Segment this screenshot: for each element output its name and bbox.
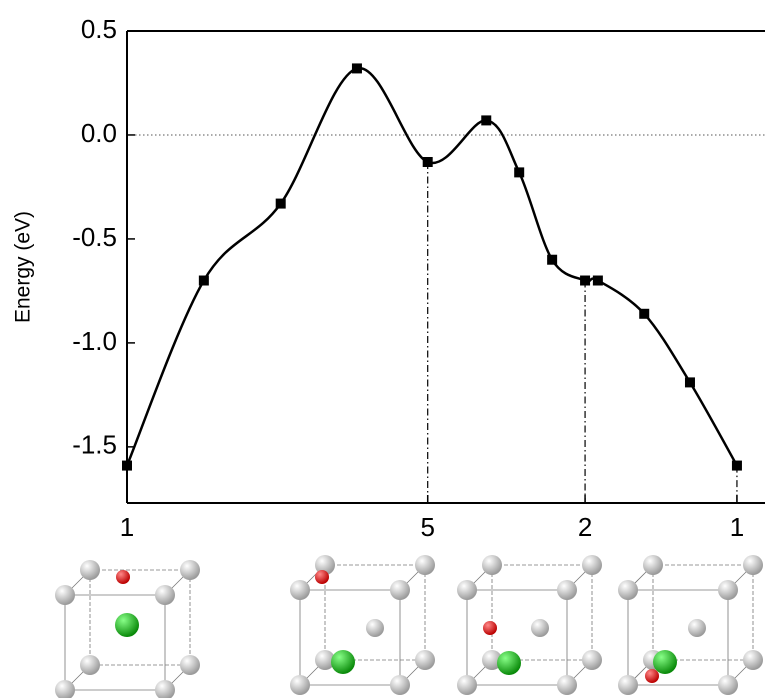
atom (482, 555, 502, 575)
atom (415, 555, 435, 575)
point (593, 276, 603, 286)
y-axis-label: Energy (eV) (12, 211, 35, 323)
point (514, 167, 524, 177)
point (580, 276, 590, 286)
atom (557, 580, 577, 600)
cell-edge (90, 570, 190, 665)
atom (415, 650, 435, 670)
point (276, 199, 286, 209)
atom (155, 585, 175, 605)
cell-edge (628, 590, 728, 685)
atom (290, 675, 310, 695)
atom (290, 580, 310, 600)
x-tick-label: 1 (120, 512, 134, 542)
atom (55, 585, 75, 605)
atom (743, 650, 763, 670)
cell-edge (492, 565, 592, 660)
atom (497, 651, 521, 675)
y-tick-label: -0.5 (72, 222, 117, 252)
crystal-structures (55, 555, 763, 698)
point (547, 255, 557, 265)
atom (531, 619, 549, 637)
atom (180, 560, 200, 580)
atom (643, 555, 663, 575)
point (122, 461, 132, 471)
atom (315, 570, 329, 584)
point (481, 115, 491, 125)
atom (390, 675, 410, 695)
cell-edge (65, 595, 165, 690)
atom (582, 555, 602, 575)
atom (457, 675, 477, 695)
atom (653, 650, 677, 674)
atom (390, 580, 410, 600)
atom (645, 669, 659, 683)
y-tick-label: -1.5 (72, 430, 117, 460)
atom (366, 619, 384, 637)
atom (718, 675, 738, 695)
x-tick-label: 5 (420, 512, 434, 542)
x-tick-label: 2 (578, 512, 592, 542)
y-tick-label: 0.0 (81, 118, 117, 148)
atom (483, 621, 497, 635)
point (639, 309, 649, 319)
y-tick-label: -1.0 (72, 326, 117, 356)
atom (688, 619, 706, 637)
atom (618, 675, 638, 695)
atom (180, 655, 200, 675)
atom (116, 570, 130, 584)
atom (80, 655, 100, 675)
point (423, 157, 433, 167)
atom (743, 555, 763, 575)
chart: Energy (eV) 0.5 0.0 -0.5 -1.0 -1.5 1 5 2 1 (0, 0, 765, 698)
line (127, 68, 737, 466)
atom (115, 613, 139, 637)
point (199, 276, 209, 286)
cell-edge (325, 565, 425, 660)
atom (582, 650, 602, 670)
atom (457, 580, 477, 600)
y-tick-label: 0.5 (81, 14, 117, 44)
atom (618, 580, 638, 600)
point (685, 377, 695, 387)
atom (331, 650, 355, 674)
cell-edge (653, 565, 753, 660)
atom (557, 675, 577, 695)
atom (718, 580, 738, 600)
atom (80, 560, 100, 580)
point (732, 461, 742, 471)
point (352, 63, 362, 73)
x-tick-label: 1 (730, 512, 744, 542)
